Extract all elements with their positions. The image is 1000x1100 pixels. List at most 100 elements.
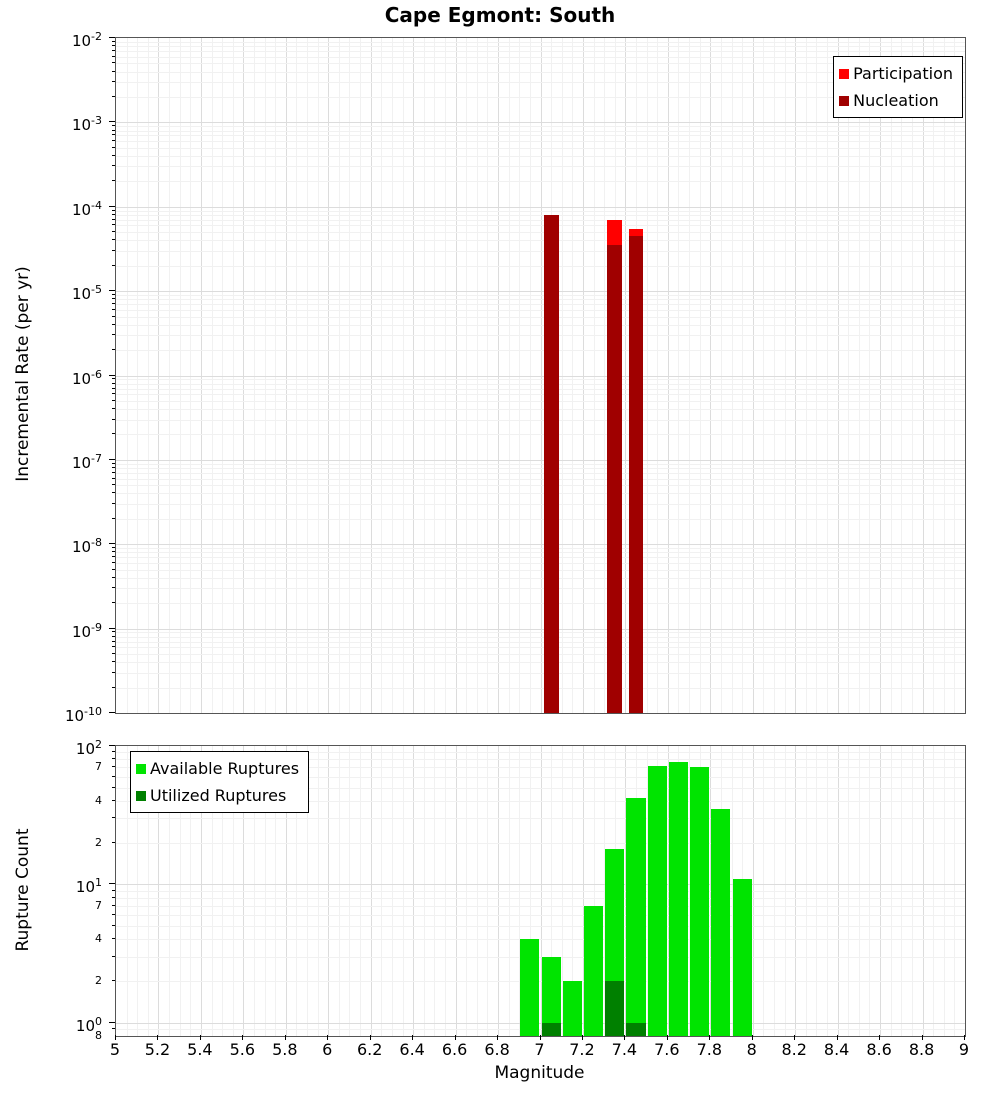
minor-gridline-horizontal xyxy=(116,569,965,571)
x-tick-label: 8.6 xyxy=(866,1040,892,1059)
x-tick-mark xyxy=(964,1035,965,1040)
major-y-tick-mark xyxy=(109,712,115,713)
minor-y-tick-mark xyxy=(112,471,115,473)
x-tick-mark xyxy=(115,1035,116,1040)
available-ruptures-bar xyxy=(520,939,540,1036)
minor-y-tick-mark xyxy=(112,249,115,251)
minor-gridline-horizontal xyxy=(116,379,965,381)
minor-gridline-horizontal xyxy=(116,210,965,212)
minor-y-tick-mark xyxy=(112,95,115,97)
major-gridline-horizontal xyxy=(116,206,965,208)
x-tick-label: 8.2 xyxy=(781,1040,807,1059)
minor-gridline-horizontal xyxy=(116,130,965,132)
x-tick-mark xyxy=(624,1035,626,1040)
y-tick-label: 10-3 xyxy=(71,114,102,135)
minor-gridline-horizontal xyxy=(116,577,965,579)
minor-gridline-horizontal xyxy=(116,41,965,43)
y-minor-tick-label: 4 xyxy=(95,932,102,946)
minor-gridline-horizontal xyxy=(116,51,965,53)
y-tick-label: 102 xyxy=(75,738,102,758)
minor-gridline-horizontal xyxy=(116,687,965,689)
incremental-rate-tick-labels: 10-2 10-3 10-4 10-5 10-6 10-7 10-8 10-9 10-10 xyxy=(0,30,115,725)
minor-gridline-horizontal xyxy=(116,250,965,252)
minor-y-tick-mark xyxy=(112,561,115,563)
minor-y-tick-mark xyxy=(112,758,115,760)
available-ruptures-bar xyxy=(541,956,561,1036)
minor-gridline-horizontal xyxy=(116,400,965,402)
available-ruptures-bar xyxy=(647,765,667,1036)
minor-gridline-horizontal xyxy=(116,232,965,234)
minor-y-tick-mark xyxy=(112,955,115,957)
major-gridline-horizontal xyxy=(116,375,965,377)
minor-gridline-horizontal xyxy=(116,641,965,643)
available-ruptures-color-swatch xyxy=(136,763,146,774)
x-tick-label: 5.6 xyxy=(229,1040,256,1059)
minor-gridline-horizontal xyxy=(116,126,965,128)
minor-gridline-horizontal xyxy=(116,548,965,550)
minor-y-tick-mark xyxy=(112,308,115,310)
minor-gridline-horizontal xyxy=(116,662,965,664)
x-tick-mark xyxy=(412,1035,414,1040)
major-gridline-horizontal xyxy=(116,122,965,124)
x-tick-mark xyxy=(242,1035,244,1040)
magnitude-tick-labels: 5 5.2 5.4 5.6 5.8 6 6.2 6.4 6.6 6.8 7 7.2 7.4 7.6 7.8 8… xyxy=(110,1035,969,1060)
minor-y-tick-mark xyxy=(112,913,115,915)
minor-gridline-horizontal xyxy=(116,141,965,143)
x-tick-label: 6.4 xyxy=(399,1040,425,1059)
minor-gridline-horizontal xyxy=(116,304,965,306)
rupture-legend: Available Ruptures Utilized Ruptures xyxy=(130,751,310,813)
minor-y-tick-mark xyxy=(112,568,115,570)
minor-y-tick-mark xyxy=(112,631,115,633)
minor-y-tick-mark xyxy=(112,154,115,156)
available-ruptures-bar xyxy=(626,798,646,1036)
minor-y-tick-mark xyxy=(112,484,115,486)
minor-y-tick-mark xyxy=(112,140,115,142)
x-tick-label: 5.4 xyxy=(187,1040,213,1059)
minor-gridline-horizontal xyxy=(116,56,965,58)
minor-gridline-horizontal xyxy=(116,588,965,590)
minor-y-tick-mark xyxy=(112,517,115,519)
minor-y-tick-mark xyxy=(112,134,115,136)
x-tick-mark xyxy=(666,1035,668,1040)
minor-y-tick-mark xyxy=(112,349,115,351)
x-tick-mark xyxy=(454,1035,456,1040)
x-tick-mark xyxy=(581,1035,583,1040)
x-tick-label: 7.4 xyxy=(611,1040,638,1059)
minor-gridline-horizontal xyxy=(116,434,965,436)
minor-y-tick-mark xyxy=(112,635,115,637)
minor-gridline-horizontal xyxy=(116,552,965,554)
minor-y-tick-mark xyxy=(112,55,115,57)
minor-gridline-horizontal xyxy=(116,956,965,958)
nucleation-bar xyxy=(543,214,559,713)
utilized-ruptures-color-swatch xyxy=(136,790,146,801)
x-tick-label: 5.2 xyxy=(144,1040,171,1059)
x-tick-label: 7.6 xyxy=(654,1040,680,1059)
major-gridline-horizontal xyxy=(116,628,965,630)
available-ruptures-bar xyxy=(562,980,582,1036)
minor-y-tick-mark xyxy=(112,661,115,663)
available-ruptures-bar xyxy=(690,767,710,1036)
minor-y-tick-mark xyxy=(112,81,115,83)
minor-gridline-horizontal xyxy=(116,214,965,216)
y-tick-label: 10-4 xyxy=(71,198,102,219)
legend-item-nucleation: Nucleation xyxy=(839,87,953,114)
y-tick-label: 10-9 xyxy=(71,620,102,641)
minor-gridline-horizontal xyxy=(116,335,965,337)
minor-gridline-horizontal xyxy=(116,905,965,907)
minor-gridline-horizontal xyxy=(116,309,965,311)
x-tick-label: 6.6 xyxy=(441,1040,468,1059)
x-tick-mark xyxy=(879,1035,881,1040)
minor-gridline-horizontal xyxy=(116,801,965,803)
minor-y-tick-mark xyxy=(112,653,115,655)
minor-y-tick-mark xyxy=(112,62,115,64)
minor-y-tick-mark xyxy=(112,492,115,494)
major-y-tick-mark xyxy=(109,1021,115,1023)
minor-gridline-horizontal xyxy=(116,897,965,899)
minor-y-tick-mark xyxy=(112,979,115,981)
minor-y-tick-mark xyxy=(112,418,115,420)
minor-gridline-horizontal xyxy=(116,752,965,754)
magnitude-axis-label: Magnitude xyxy=(494,1063,585,1083)
minor-y-tick-mark xyxy=(112,264,115,266)
minor-y-tick-mark xyxy=(112,315,115,317)
y-tick-label: 10-6 xyxy=(71,367,102,388)
